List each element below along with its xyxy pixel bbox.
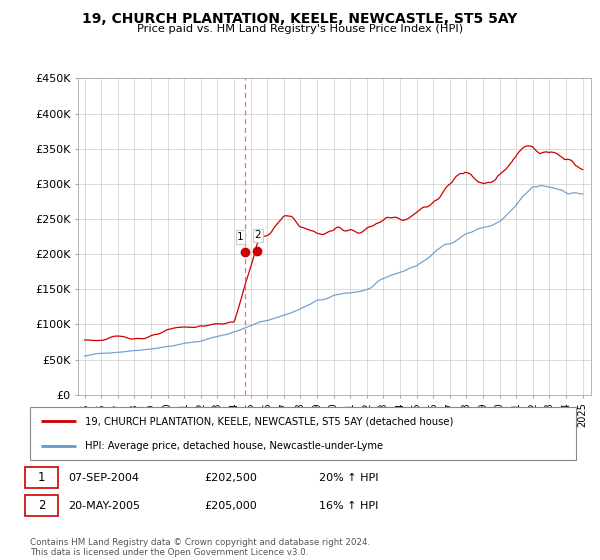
Text: 1: 1: [237, 232, 244, 242]
Text: 1: 1: [38, 471, 45, 484]
Text: 2: 2: [38, 499, 45, 512]
Text: 16% ↑ HPI: 16% ↑ HPI: [319, 501, 379, 511]
Text: 20% ↑ HPI: 20% ↑ HPI: [319, 473, 379, 483]
Text: HPI: Average price, detached house, Newcastle-under-Lyme: HPI: Average price, detached house, Newc…: [85, 441, 383, 451]
FancyBboxPatch shape: [30, 407, 576, 460]
Text: £205,000: £205,000: [205, 501, 257, 511]
Text: Price paid vs. HM Land Registry's House Price Index (HPI): Price paid vs. HM Land Registry's House …: [137, 24, 463, 34]
Text: 19, CHURCH PLANTATION, KEELE, NEWCASTLE, ST5 5AY (detached house): 19, CHURCH PLANTATION, KEELE, NEWCASTLE,…: [85, 417, 453, 427]
Text: 07-SEP-2004: 07-SEP-2004: [68, 473, 139, 483]
Text: 20-MAY-2005: 20-MAY-2005: [68, 501, 140, 511]
Text: 19, CHURCH PLANTATION, KEELE, NEWCASTLE, ST5 5AY: 19, CHURCH PLANTATION, KEELE, NEWCASTLE,…: [82, 12, 518, 26]
Text: 2: 2: [254, 230, 261, 240]
FancyBboxPatch shape: [25, 467, 58, 488]
Text: £202,500: £202,500: [205, 473, 257, 483]
FancyBboxPatch shape: [25, 495, 58, 516]
Text: Contains HM Land Registry data © Crown copyright and database right 2024.
This d: Contains HM Land Registry data © Crown c…: [30, 538, 370, 557]
